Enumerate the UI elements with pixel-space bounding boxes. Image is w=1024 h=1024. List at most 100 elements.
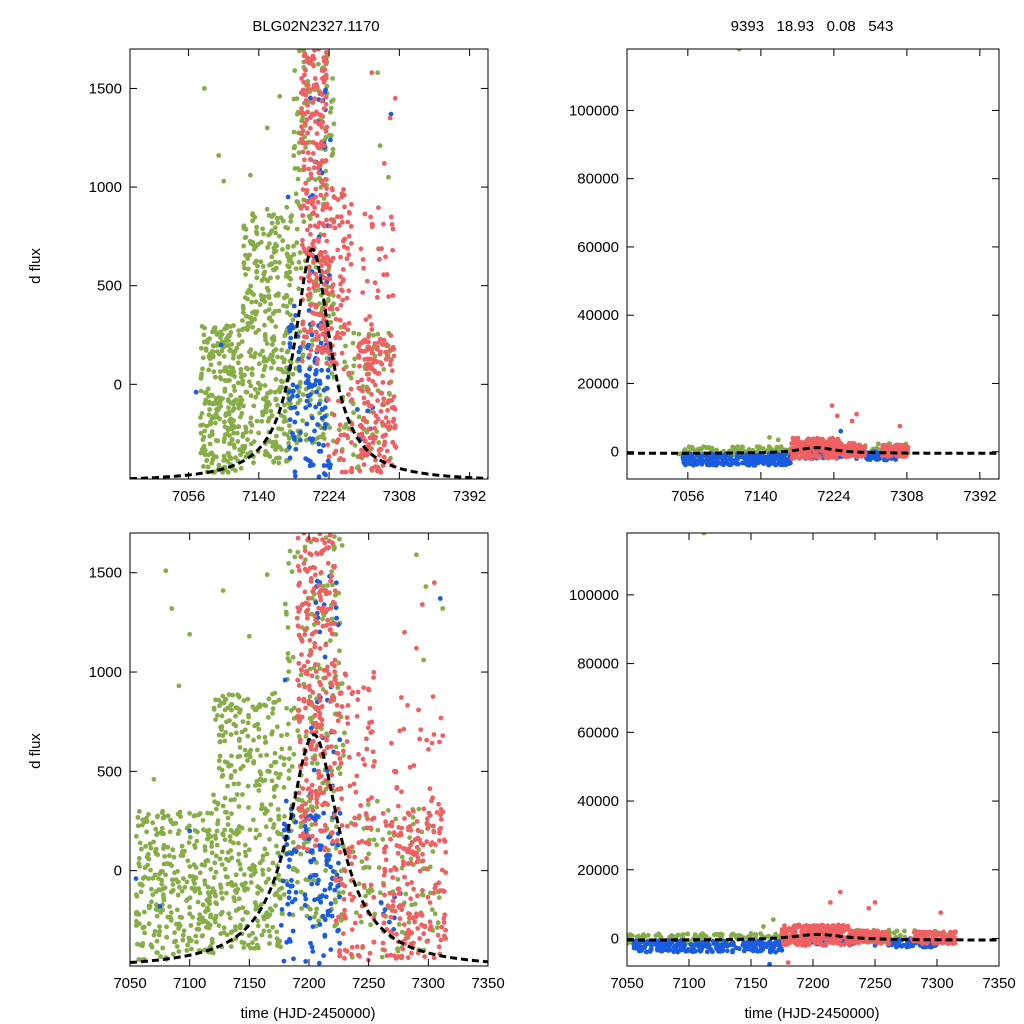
data-point <box>334 306 340 312</box>
data-point <box>297 345 303 350</box>
data-point <box>358 348 363 353</box>
data-point <box>435 932 441 938</box>
data-point <box>319 98 325 104</box>
data-point <box>886 452 892 458</box>
data-point <box>352 815 358 821</box>
data-point <box>773 462 779 467</box>
data-point <box>318 448 324 454</box>
data-point <box>304 140 309 146</box>
data-point <box>222 339 228 345</box>
data-point <box>368 214 373 220</box>
data-point <box>344 739 350 744</box>
data-point <box>211 343 217 349</box>
data-point <box>196 921 202 927</box>
data-point <box>365 387 371 392</box>
data-point <box>898 443 903 449</box>
data-point <box>316 401 322 407</box>
data-point <box>335 928 340 934</box>
data-point <box>262 322 267 328</box>
data-point <box>177 914 183 920</box>
data-point <box>148 845 154 851</box>
data-point <box>355 697 361 703</box>
data-point <box>248 172 253 178</box>
data-point <box>319 113 324 118</box>
data-point <box>200 355 206 361</box>
data-point <box>332 669 337 675</box>
data-point <box>329 697 335 703</box>
data-point <box>320 802 325 808</box>
data-point <box>210 414 216 419</box>
data-point <box>296 632 302 638</box>
data-point <box>360 257 366 262</box>
data-point <box>245 783 251 789</box>
data-point <box>283 225 288 230</box>
data-point <box>307 366 312 372</box>
data-point <box>682 457 687 462</box>
data-point <box>146 876 152 881</box>
data-point <box>438 715 444 721</box>
data-point <box>167 829 173 835</box>
data-point <box>369 350 375 356</box>
data-point <box>349 945 355 950</box>
x-tick-label: 7224 <box>312 488 345 505</box>
data-point <box>220 588 226 593</box>
data-point <box>323 158 329 163</box>
data-point <box>215 713 220 718</box>
data-point <box>324 545 329 551</box>
data-point <box>818 436 824 442</box>
data-point <box>414 844 420 850</box>
data-point <box>288 360 294 366</box>
data-point <box>195 829 200 835</box>
data-point <box>430 694 436 699</box>
data-point <box>147 904 153 909</box>
data-point <box>270 825 276 830</box>
data-point <box>197 811 203 816</box>
data-point <box>363 811 369 816</box>
data-point <box>390 247 395 253</box>
data-point <box>298 430 303 435</box>
xlabel-bottom-right: time (HJD-2450000) <box>744 1005 879 1022</box>
data-point <box>284 294 290 299</box>
data-point <box>184 879 190 885</box>
data-point <box>352 920 358 926</box>
data-point <box>375 288 381 294</box>
data-point <box>319 704 325 709</box>
data-point <box>263 739 269 745</box>
data-point <box>297 580 302 586</box>
data-point <box>313 600 319 606</box>
data-point <box>273 324 279 329</box>
data-point <box>721 462 726 468</box>
data-point <box>257 832 262 838</box>
data-point <box>378 900 384 905</box>
data-point <box>263 880 269 885</box>
data-point <box>761 924 766 929</box>
data-point <box>319 722 325 728</box>
data-point <box>256 726 262 732</box>
data-point <box>904 447 910 452</box>
data-point <box>268 408 274 414</box>
data-point <box>363 317 369 322</box>
data-point <box>369 795 374 800</box>
data-point <box>243 853 249 859</box>
data-point <box>331 412 337 418</box>
data-point <box>355 952 361 958</box>
data-point <box>266 928 272 934</box>
data-point <box>292 419 298 425</box>
data-point <box>226 858 231 863</box>
data-point <box>250 324 256 330</box>
data-point <box>181 876 186 881</box>
data-point <box>296 349 302 355</box>
data-point <box>330 97 336 103</box>
data-point <box>332 588 338 594</box>
data-point <box>339 469 345 475</box>
data-point <box>349 241 354 246</box>
x-tick-label: 7150 <box>233 975 266 992</box>
data-point <box>259 418 265 424</box>
data-point <box>374 295 380 300</box>
data-point <box>271 348 277 354</box>
data-point <box>345 721 351 726</box>
data-point <box>340 742 346 748</box>
data-point <box>304 88 310 93</box>
data-point <box>329 728 335 734</box>
data-point <box>240 303 246 309</box>
